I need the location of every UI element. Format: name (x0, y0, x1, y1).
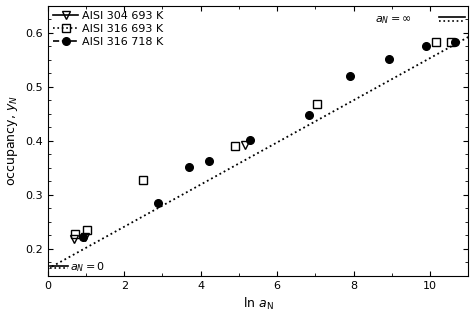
Y-axis label: occupancy, $y_N$: occupancy, $y_N$ (6, 95, 19, 186)
Text: $a_N = \infty$: $a_N = \infty$ (375, 14, 411, 26)
X-axis label: ln $a_{\rm N}$: ln $a_{\rm N}$ (243, 296, 273, 313)
Text: $a_N = 0$: $a_N = 0$ (70, 260, 104, 274)
Legend: AISI 304 693 K, AISI 316 693 K, AISI 316 718 K: AISI 304 693 K, AISI 316 693 K, AISI 316… (51, 9, 165, 49)
